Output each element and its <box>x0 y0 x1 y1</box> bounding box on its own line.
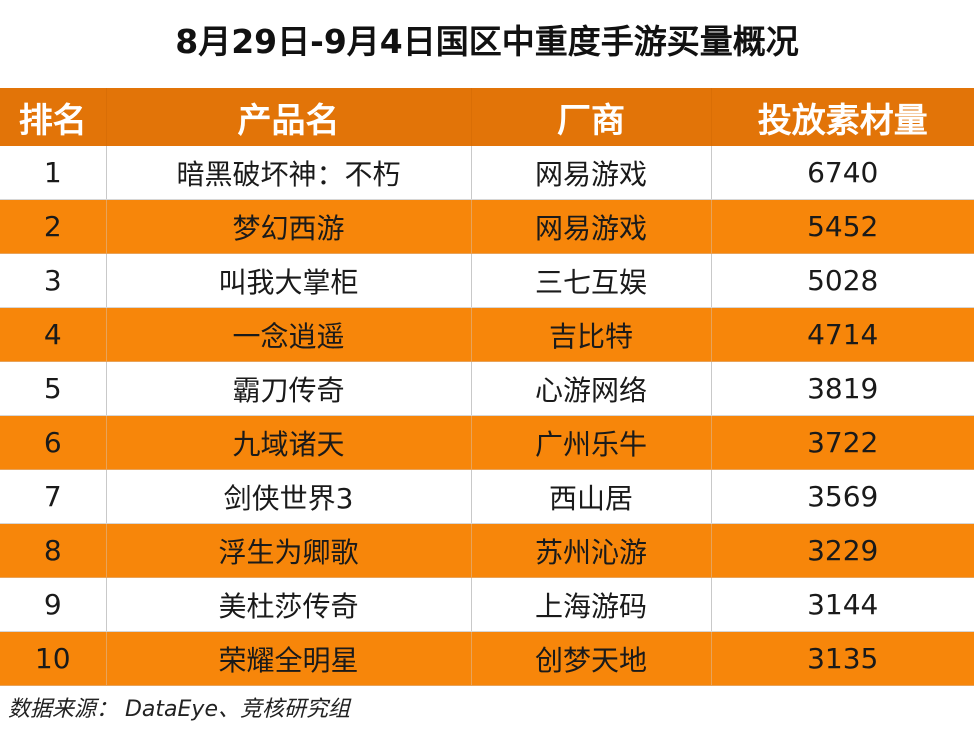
header-count: 投放素材量 <box>711 88 974 146</box>
vendor-cell: 网易游戏 <box>471 146 712 200</box>
product-cell: 浮生为卿歌 <box>106 523 472 578</box>
product-cell: 一念逍遥 <box>106 307 472 362</box>
count-cell: 3229 <box>711 523 974 578</box>
product-cell: 梦幻西游 <box>106 199 472 254</box>
vendor-cell: 上海游码 <box>471 577 712 632</box>
count-cell: 3135 <box>711 631 974 686</box>
table-row: 3 叫我大掌柜 三七互娱 5028 <box>0 253 974 308</box>
product-cell: 霸刀传奇 <box>106 361 472 416</box>
table-row: 2 梦幻西游 网易游戏 5452 <box>0 199 974 254</box>
vendor-cell: 吉比特 <box>471 307 712 362</box>
header-rank: 排名 <box>0 88 107 146</box>
page-title: 8月29日-9月4日国区中重度手游买量概况 <box>175 22 799 61</box>
count-cell: 5028 <box>711 253 974 308</box>
table-row: 8 浮生为卿歌 苏州沁游 3229 <box>0 523 974 578</box>
rank-cell: 6 <box>0 415 107 470</box>
rank-cell: 4 <box>0 307 107 362</box>
product-cell: 美杜莎传奇 <box>106 577 472 632</box>
count-cell: 3144 <box>711 577 974 632</box>
vendor-cell: 三七互娱 <box>471 253 712 308</box>
vendor-cell: 苏州沁游 <box>471 523 712 578</box>
vendor-cell: 广州乐牛 <box>471 415 712 470</box>
vendor-cell: 心游网络 <box>471 361 712 416</box>
table-row: 4 一念逍遥 吉比特 4714 <box>0 307 974 362</box>
product-cell: 叫我大掌柜 <box>106 253 472 308</box>
product-cell: 荣耀全明星 <box>106 631 472 686</box>
count-cell: 3819 <box>711 361 974 416</box>
rank-cell: 1 <box>0 146 107 200</box>
table-row: 6 九域诸天 广州乐牛 3722 <box>0 415 974 470</box>
rank-cell: 10 <box>0 631 107 686</box>
table-row: 9 美杜莎传奇 上海游码 3144 <box>0 577 974 632</box>
header-product: 产品名 <box>106 88 472 146</box>
rank-cell: 7 <box>0 469 107 524</box>
count-cell: 4714 <box>711 307 974 362</box>
table-row: 1 暗黑破坏神：不朽 网易游戏 6740 <box>0 146 974 200</box>
product-cell: 九域诸天 <box>106 415 472 470</box>
ranking-table: 排名 产品名 厂商 投放素材量 1 暗黑破坏神：不朽 网易游戏 6740 2 梦… <box>0 88 974 686</box>
table-row: 7 剑侠世界3 西山居 3569 <box>0 469 974 524</box>
rank-cell: 8 <box>0 523 107 578</box>
vendor-cell: 网易游戏 <box>471 199 712 254</box>
count-cell: 3722 <box>711 415 974 470</box>
count-cell: 5452 <box>711 199 974 254</box>
source-note: 数据来源： DataEye、竞核研究组 <box>8 697 350 722</box>
product-cell: 暗黑破坏神：不朽 <box>106 146 472 200</box>
rank-cell: 5 <box>0 361 107 416</box>
rank-cell: 9 <box>0 577 107 632</box>
table-header-row: 排名 产品名 厂商 投放素材量 <box>0 88 974 146</box>
table-row: 10 荣耀全明星 创梦天地 3135 <box>0 631 974 686</box>
vendor-cell: 西山居 <box>471 469 712 524</box>
header-vendor: 厂商 <box>471 88 712 146</box>
rank-cell: 3 <box>0 253 107 308</box>
product-cell: 剑侠世界3 <box>106 469 472 524</box>
vendor-cell: 创梦天地 <box>471 631 712 686</box>
count-cell: 3569 <box>711 469 974 524</box>
count-cell: 6740 <box>711 146 974 200</box>
rank-cell: 2 <box>0 199 107 254</box>
table-row: 5 霸刀传奇 心游网络 3819 <box>0 361 974 416</box>
